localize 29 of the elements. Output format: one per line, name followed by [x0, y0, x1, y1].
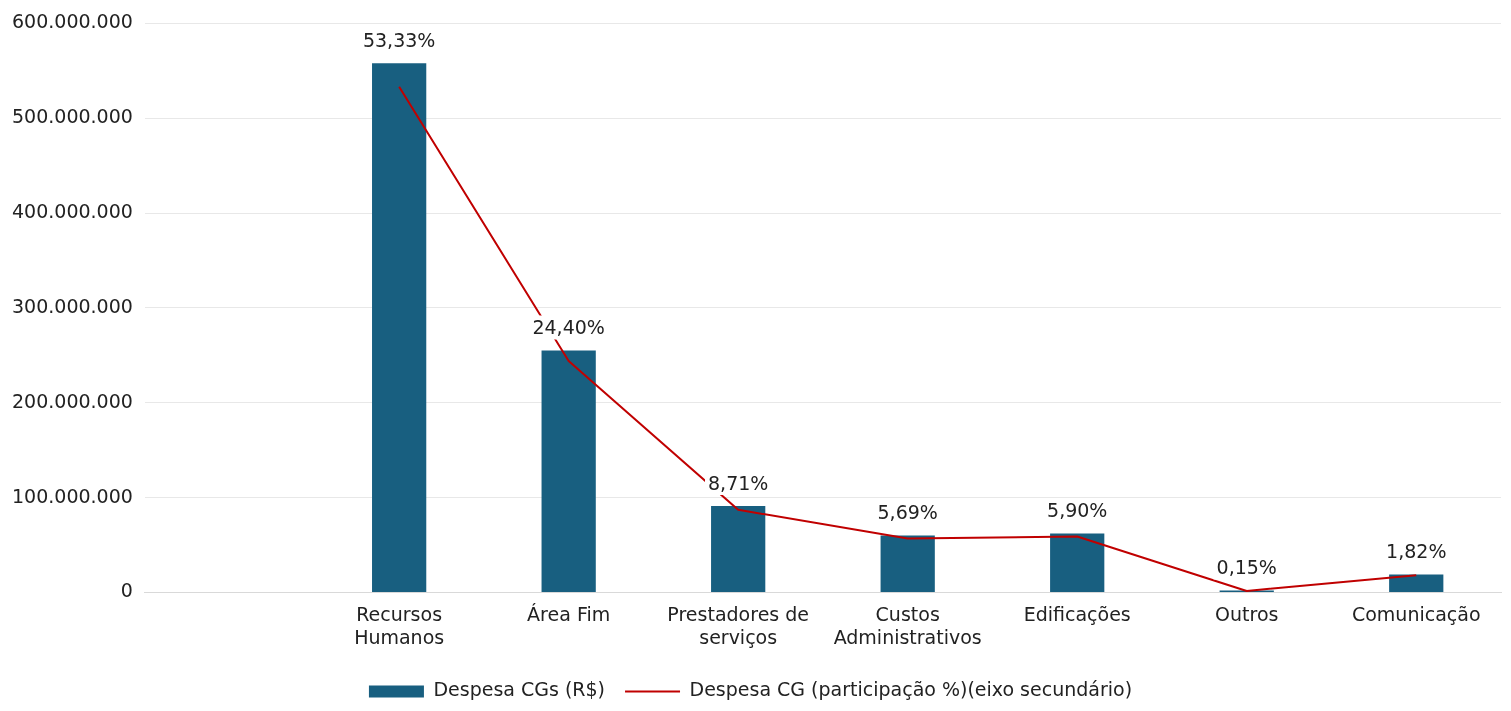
data-label: 8,71%	[708, 471, 769, 494]
data-label: 1,82%	[1386, 539, 1447, 562]
bar	[1050, 533, 1105, 592]
bar	[1389, 574, 1444, 592]
data-label: 5,90%	[1047, 499, 1108, 522]
x-tick-label: Custos Administrativos	[833, 602, 982, 648]
legend-label: Despesa CGs (R$)	[433, 678, 606, 701]
data-label: 5,69%	[877, 500, 938, 523]
x-tick-label: Prestadores de serviços	[667, 602, 810, 648]
x-tick-label: Edificações	[1023, 602, 1131, 625]
data-label: 0,15%	[1216, 555, 1277, 578]
y-tick-label: 300.000.000	[12, 294, 133, 317]
x-tick-label: Comunicação	[1351, 602, 1481, 625]
y-tick-label: 100.000.000	[12, 484, 133, 507]
x-tick-label: Recursos Humanos	[354, 602, 445, 648]
data-label: 24,40%	[532, 316, 605, 339]
x-tick-label: Outros	[1215, 602, 1279, 625]
y-tick-label: 200.000.000	[12, 389, 133, 412]
bar	[880, 535, 935, 592]
bar	[372, 63, 427, 592]
y-tick-label: 0	[120, 579, 133, 602]
data-label: 53,33%	[362, 28, 436, 51]
y-tick-label: 600.000.000	[12, 10, 133, 33]
y-tick-label: 400.000.000	[12, 200, 133, 222]
bar	[711, 506, 766, 592]
x-tick-label: Área Fim	[527, 602, 611, 625]
bar	[541, 350, 596, 592]
y-tick-label: 500.000.000	[12, 105, 133, 128]
legend-label: Despesa CG (participação %)(eixo secundário)	[689, 678, 1133, 701]
